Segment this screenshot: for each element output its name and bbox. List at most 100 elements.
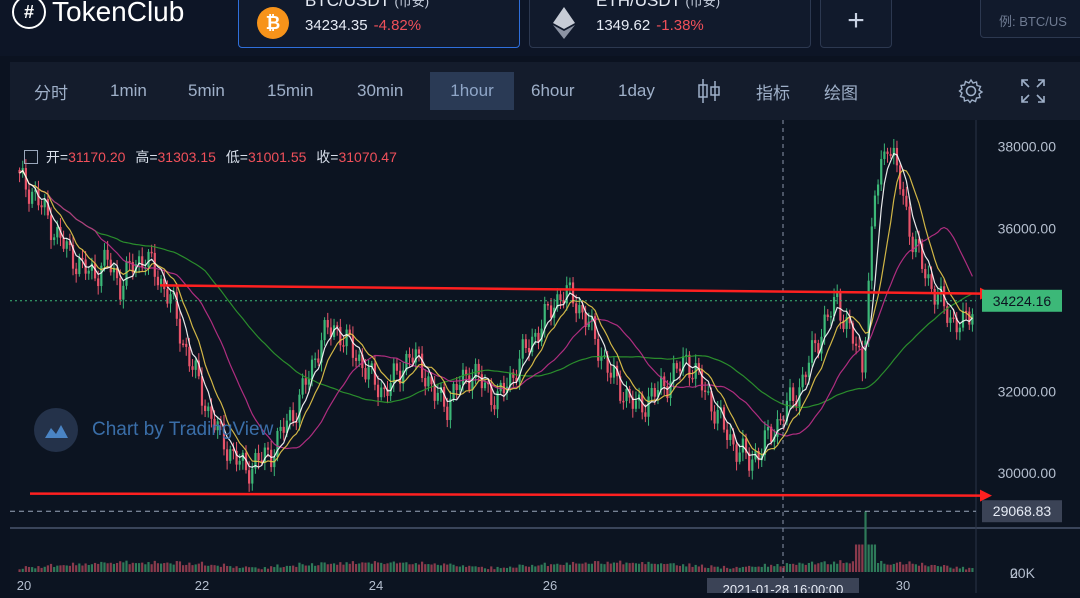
interval-6hour[interactable]: 6hour <box>531 81 575 100</box>
interval-1min[interactable]: 1min <box>110 81 147 100</box>
candle <box>826 314 829 318</box>
interval-5min[interactable]: 5min <box>188 81 225 100</box>
volume-bar <box>273 567 276 572</box>
volume-bar <box>210 564 213 572</box>
volume-bar <box>496 566 499 572</box>
volume-bar <box>436 564 439 572</box>
candle <box>571 282 575 304</box>
ticker-change: -1.38% <box>656 17 704 34</box>
candle <box>546 304 549 306</box>
candle <box>115 267 119 279</box>
candle <box>801 374 804 388</box>
candle <box>175 292 178 319</box>
volume-bar <box>119 561 122 572</box>
candle <box>200 376 204 406</box>
volume-bar <box>53 566 56 572</box>
candle <box>150 251 153 254</box>
interval-fenshi[interactable]: 分时 <box>34 83 68 103</box>
tradingview-watermark[interactable]: Chart by TradingView <box>34 408 273 452</box>
candle <box>229 449 232 461</box>
candle <box>31 191 34 204</box>
volume-bar <box>971 568 974 572</box>
candle <box>738 452 741 462</box>
candle <box>873 195 877 227</box>
volume-bar <box>244 566 248 572</box>
candle <box>137 256 141 265</box>
fullscreen-icon[interactable] <box>1016 74 1050 108</box>
volume-bar <box>562 564 565 572</box>
volume-bar <box>804 564 807 572</box>
volume-bar <box>534 566 537 572</box>
volume-bar <box>232 567 235 572</box>
candle <box>782 419 785 422</box>
candle <box>587 321 590 327</box>
volume-bar <box>710 565 713 572</box>
volume-bar <box>370 563 373 572</box>
volume-bar <box>927 566 930 572</box>
volume-bar <box>603 564 606 572</box>
price-chart[interactable]: 38000.00 36000.00 32000.00 30000.00 34224.16… <box>10 120 1080 598</box>
ethereum-icon <box>548 7 580 39</box>
volume-bar <box>876 562 880 572</box>
candle <box>276 430 279 457</box>
volume-bar <box>581 563 584 572</box>
price-axis-label: 38000.00 <box>998 139 1057 155</box>
volume-bar <box>285 565 288 572</box>
candle <box>757 451 760 461</box>
search-input[interactable]: 例: BTC/US <box>980 0 1080 38</box>
candle <box>376 384 380 398</box>
candle <box>549 305 553 318</box>
chart-area[interactable]: 38000.00 36000.00 32000.00 30000.00 34224.16… <box>10 120 1080 598</box>
candle <box>336 325 339 327</box>
volume-bar <box>817 563 820 572</box>
interval-1day[interactable]: 1day <box>618 81 655 100</box>
interval-30min[interactable]: 30min <box>357 81 404 100</box>
volume-bar <box>553 564 556 572</box>
app-logo[interactable]: # TokenClub <box>12 0 184 32</box>
volume-bar <box>502 567 505 572</box>
candle <box>704 390 707 392</box>
candlestick-icon[interactable] <box>692 74 726 108</box>
volume-bar <box>238 567 241 572</box>
candle <box>659 376 663 390</box>
volume-bar <box>219 566 222 572</box>
volume-bar <box>103 562 106 572</box>
app-name: TokenClub <box>52 0 185 27</box>
candle <box>848 317 851 324</box>
volume-bar <box>650 563 653 572</box>
volume-bar <box>666 563 669 572</box>
add-ticker-button[interactable]: + <box>820 0 892 48</box>
volume-bar <box>455 566 458 572</box>
volume-bar <box>924 565 927 572</box>
ticker-eth[interactable]: ETH/USDT (币安) 1349.62 -1.38% <box>529 0 811 48</box>
candle <box>185 343 188 347</box>
volume-bar <box>729 568 732 572</box>
gear-icon[interactable] <box>954 74 988 108</box>
candle <box>398 370 402 384</box>
collapse-icon[interactable] <box>24 150 38 164</box>
volume-bar <box>873 544 877 572</box>
candle <box>75 268 78 275</box>
x-axis-label: 24 <box>369 578 383 593</box>
volume-bar <box>631 562 634 572</box>
candle <box>565 285 568 304</box>
volume-bar <box>571 561 575 572</box>
volume-bar <box>593 561 597 572</box>
candle <box>685 354 688 357</box>
volume-bar <box>376 562 380 572</box>
candle <box>493 405 496 410</box>
volume-bar <box>329 563 333 572</box>
candle <box>163 278 166 290</box>
volume-bar <box>354 564 358 572</box>
ticker-btc[interactable]: ₿ BTC/USDT (币安) 34234.35 -4.82% <box>238 0 520 48</box>
volume-bar <box>84 563 87 572</box>
volume-bar <box>339 562 342 572</box>
volume-bar <box>128 564 131 572</box>
interval-1hour[interactable]: 1hour <box>430 72 514 110</box>
volume-bar <box>483 568 487 572</box>
volume-bar <box>402 562 405 572</box>
indicators-button[interactable]: 指标 <box>756 83 790 103</box>
drawing-button[interactable]: 绘图 <box>824 83 858 103</box>
interval-15min[interactable]: 15min <box>267 81 314 100</box>
candle <box>949 317 952 323</box>
